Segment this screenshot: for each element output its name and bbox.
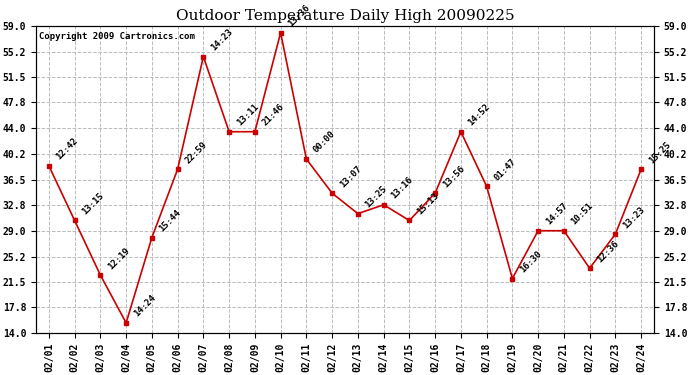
Title: Outdoor Temperature Daily High 20090225: Outdoor Temperature Daily High 20090225	[176, 9, 514, 23]
Text: 16:30: 16:30	[518, 249, 543, 274]
Text: 14:24: 14:24	[132, 293, 157, 319]
Text: 15:44: 15:44	[157, 208, 183, 233]
Text: 14:23: 14:23	[209, 27, 235, 52]
Text: 13:16: 13:16	[389, 175, 415, 201]
Text: 14:52: 14:52	[466, 102, 492, 128]
Text: 13:23: 13:23	[621, 205, 647, 230]
Text: 13:07: 13:07	[337, 164, 363, 189]
Text: Copyright 2009 Cartronics.com: Copyright 2009 Cartronics.com	[39, 32, 195, 41]
Text: 12:19: 12:19	[106, 246, 131, 271]
Text: 00:00: 00:00	[312, 129, 337, 155]
Text: 22:59: 22:59	[183, 140, 208, 165]
Text: 10:51: 10:51	[569, 201, 595, 226]
Text: 13:36: 13:36	[286, 3, 312, 28]
Text: 15:25: 15:25	[647, 140, 672, 165]
Text: 15:13: 15:13	[415, 191, 440, 216]
Text: 13:11: 13:11	[235, 102, 260, 128]
Text: 01:47: 01:47	[492, 157, 518, 182]
Text: 21:46: 21:46	[260, 102, 286, 128]
Text: 13:25: 13:25	[364, 184, 388, 210]
Text: 14:57: 14:57	[544, 201, 569, 226]
Text: 13:15: 13:15	[80, 191, 106, 216]
Text: 12:42: 12:42	[55, 136, 80, 162]
Text: 12:36: 12:36	[595, 239, 620, 264]
Text: 13:56: 13:56	[441, 164, 466, 189]
